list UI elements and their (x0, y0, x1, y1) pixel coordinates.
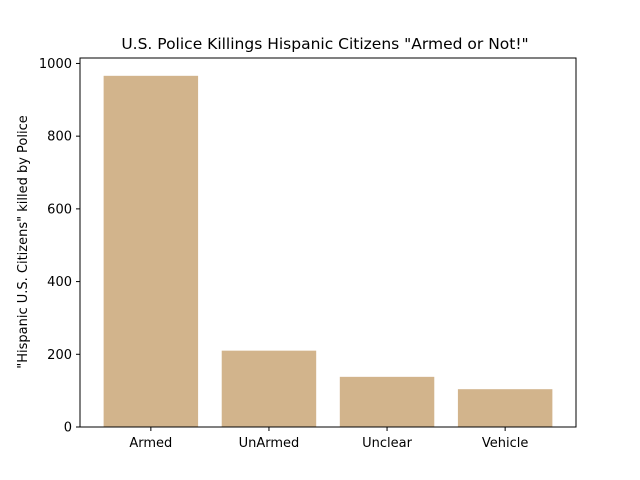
y-tick-label: 0 (64, 421, 72, 436)
bar-unarmed (221, 350, 317, 427)
plot-frame (79, 57, 577, 428)
x-tick-label: Armed (129, 436, 172, 451)
x-tick-label: UnArmed (239, 436, 300, 451)
bar-unclear (339, 376, 435, 427)
y-tick-label: 200 (47, 348, 72, 363)
x-tick-label: Unclear (362, 436, 412, 451)
y-tick-label: 800 (47, 130, 72, 145)
chart-title: U.S. Police Killings Hispanic Citizens "… (121, 35, 528, 53)
bar-vehicle (457, 389, 553, 427)
x-tick-label: Vehicle (482, 436, 529, 451)
bars-group (103, 75, 553, 428)
y-tick-label: 400 (47, 275, 72, 290)
bar-armed (103, 75, 199, 428)
axes-group: Armed UnArmed Unclear Vehicle 0 200 400 600 800 1… (39, 57, 577, 451)
y-tick-label: 600 (47, 202, 72, 217)
y-axis-label: "Hispanic U.S. Citizens" killed by Polic… (16, 115, 31, 369)
y-tick-label: 1000 (39, 57, 72, 72)
